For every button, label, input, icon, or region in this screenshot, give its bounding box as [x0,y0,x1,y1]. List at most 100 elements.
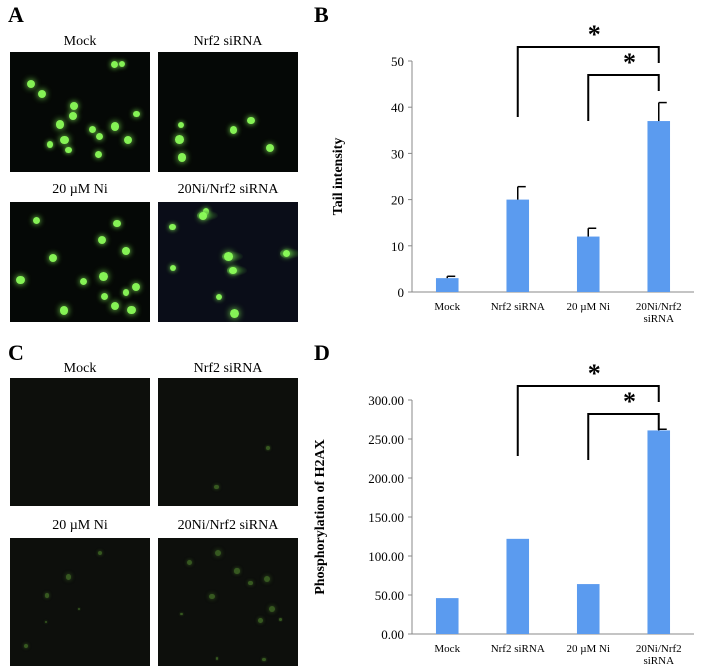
nucleus-cell [122,247,130,255]
chart-d-y-tick-label: 200.00 [368,471,404,486]
nucleus-cell [98,271,108,281]
nucleus-cell [131,283,140,292]
chart-d-x-tick-label: Nrf2 siRNA [491,643,545,655]
foci-cell [258,618,263,623]
foci-cell [77,607,81,611]
chart-b-significance-star: * [588,20,601,49]
micrograph-ni-h2ax [10,538,150,666]
nucleus-cell [46,141,54,148]
chart-d-significance-bracket [516,385,660,456]
foci-cell [44,620,48,624]
chart-b-significance-bracket [516,46,660,117]
chart-d-y-axis-label: Phosphorylation of H2AX [313,439,328,595]
nucleus-cell [111,302,120,311]
nucleus-cell [70,102,79,111]
nucleus-cell [247,116,255,125]
nucleus-cell [60,135,69,144]
chart-b-x-tick-label: siRNA [643,313,674,325]
chart-d-x-tick-label: siRNA [643,655,674,667]
chart-b-bar [576,236,600,292]
foci-cell [278,618,282,621]
nucleus-cell [100,292,108,300]
chart-d-significance-bracket [587,413,660,460]
nucleus-cell [229,308,239,318]
chart-d-bar [647,430,671,634]
foci-cell [247,580,253,586]
foci-cell [262,657,266,661]
nucleus-cell [282,249,291,258]
nucleus-cell [55,120,65,129]
image-label-ni-a: 20 µM Ni [52,182,108,197]
chart-d-y-tick-label: 250.00 [368,432,404,447]
chart-b-x-tick-label: Mock [434,301,460,313]
nucleus-cell [68,112,77,121]
chart-b-y-axis-label: Tail intensity [331,138,346,216]
micrograph-nrf2-h2ax [158,378,298,506]
foci-cell [214,549,222,557]
nucleus-cell [175,135,184,144]
micrograph-mock-comet [10,52,150,172]
panel-letter-c: C [8,340,24,365]
foci-cell [98,550,103,555]
chart-d-y-tick-label: 150.00 [368,510,404,525]
nucleus-cell [26,79,36,88]
foci-cell [186,559,192,565]
chart-b-y-tick-label: 50 [391,54,404,69]
nucleus-cell [32,216,41,225]
nucleus-cell [216,293,223,301]
foci-cell [23,643,29,649]
chart-d-bar [576,584,600,634]
nucleus-cell [169,223,176,231]
nucleus-cell [223,252,233,262]
nucleus-cell [123,135,133,145]
chart-d-x-tick-label: 20 µM Ni [566,643,610,655]
nucleus-cell [97,235,106,245]
panel-letter-b: B [314,2,329,27]
micrograph-ni-comet [10,202,150,322]
foci-cell [264,575,270,582]
chart-b-significance-star: * [623,48,636,77]
micrograph-ni-nrf2-comet [158,202,298,322]
nucleus-cell [79,277,88,286]
chart-d-significance-star: * [588,359,601,388]
chart-d-y-tick-label: 100.00 [368,549,404,564]
foci-cell [65,574,72,580]
nucleus-cell [95,150,103,158]
chart-b-y-tick-label: 0 [398,285,405,300]
image-label-mock-c: Mock [63,361,97,376]
chart-b-x-tick-label: Nrf2 siRNA [491,301,545,313]
foci-cell [45,593,50,598]
image-label-ni-c: 20 µM Ni [52,518,108,533]
chart-d-bar [506,538,530,634]
comet-tail-cell [197,210,218,222]
panel-letter-a: A [8,2,24,27]
nucleus-cell [118,60,125,68]
nucleus-cell [127,305,136,315]
comet-tail-cell [226,265,248,276]
chart-b-bar [435,278,459,292]
chart-d-y-tick-label: 50.00 [375,588,404,603]
foci-cell [209,593,215,600]
nucleus-cell [113,219,121,228]
chart-d-x-tick-label: 20Ni/Nrf2 [636,643,682,655]
chart-b-significance-bracket [587,74,660,121]
nucleus-cell [89,126,97,134]
chart-b-y-tick-label: 40 [391,100,404,115]
nucleus-cell [122,289,130,296]
image-label-mock-a: Mock [63,34,97,49]
image-label-nrf2-c: Nrf2 siRNA [193,361,263,376]
nucleus-cell [111,60,119,68]
foci-cell [214,484,219,490]
foci-cell [269,605,275,612]
nucleus-cell [110,121,120,131]
chart-b-bar [647,121,671,292]
chart-b-x-tick-label: 20Ni/Nrf2 [636,301,682,313]
chart-b-bar [506,199,530,292]
nucleus-cell [37,89,47,99]
nucleus-cell [48,254,57,262]
chart-b-y-tick-label: 30 [391,146,404,161]
chart-b-y-tick-label: 10 [391,239,404,254]
chart-d-x-tick-label: Mock [434,643,460,655]
micrograph-mock-h2ax [10,378,150,506]
